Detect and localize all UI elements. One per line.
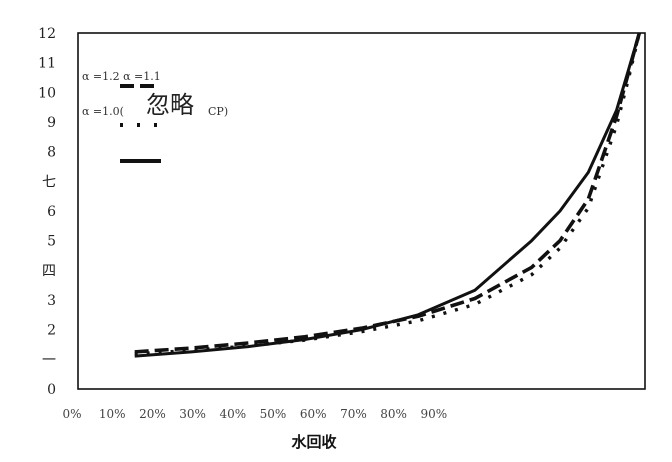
y-tick-label: 3 — [47, 293, 56, 309]
x-axis-title: 水回收 — [291, 433, 336, 451]
x-tick-label: 60% — [300, 407, 327, 421]
legend-row-1-text: α =1.2 α =1.1 — [82, 70, 161, 83]
x-tick-label: 0% — [62, 407, 81, 421]
x-tick-label: 30% — [179, 407, 206, 421]
plot-frame — [77, 32, 646, 390]
x-tick-label: 50% — [260, 407, 287, 421]
series-layer — [134, 32, 642, 358]
y-tick-label: 10 — [38, 85, 56, 101]
legend-row-2-prefix: α =1.0( — [82, 105, 124, 118]
x-axis-ticks: 0% 10% 20% 30% 40% 50% 60% 70% 80% 90% — [62, 407, 447, 421]
y-tick-label: 8 — [47, 145, 56, 161]
legend-row-2-big: 忽略 — [146, 91, 194, 119]
x-tick-label: 70% — [340, 407, 367, 421]
x-tick-label: 90% — [420, 407, 447, 421]
y-tick-label: 2 — [47, 323, 56, 339]
y-tick-label: 一 — [42, 352, 56, 368]
y-tick-label: 11 — [38, 56, 56, 72]
x-tick-label: 20% — [139, 407, 166, 421]
y-tick-label: 四 — [42, 263, 56, 279]
legend: α =1.2 α =1.1 α =1.0( 忽略 CP) — [82, 70, 228, 163]
series-line-dotted — [134, 32, 641, 356]
series-line-solid — [134, 32, 641, 358]
y-tick-label: 5 — [47, 234, 56, 250]
y-tick-label: 七 — [42, 174, 56, 190]
x-tick-label: 40% — [219, 407, 246, 421]
y-tick-label: 9 — [47, 115, 56, 131]
y-tick-label: 6 — [47, 204, 56, 220]
x-tick-label: 80% — [380, 407, 407, 421]
y-axis-ticks: 0 一 2 3 四 5 6 七 8 9 10 11 12 — [38, 26, 56, 398]
x-tick-label: 10% — [99, 407, 126, 421]
y-tick-label: 12 — [38, 26, 56, 42]
y-tick-label: 0 — [47, 382, 56, 398]
legend-row-2-suffix: CP) — [208, 105, 228, 118]
series-line-dashed — [134, 32, 642, 354]
